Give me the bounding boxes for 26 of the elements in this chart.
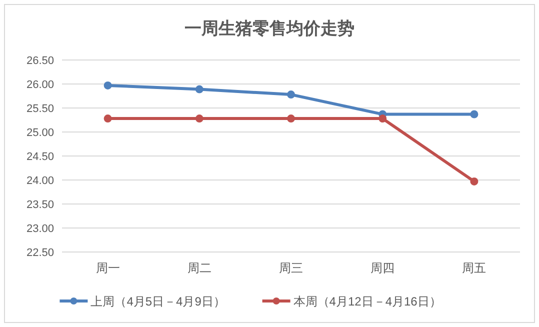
- point: [378, 114, 387, 123]
- legend-label: 上周（4月5日－4月9日）: [90, 294, 226, 308]
- point: [195, 85, 204, 94]
- x-tick-label: 周五: [462, 261, 486, 275]
- legend-label: 本周（4月12日－4月16日）: [293, 294, 442, 308]
- y-tick-label: 26.00: [26, 79, 54, 91]
- x-tick-label: 周二: [187, 261, 212, 275]
- y-tick-label: 23.00: [26, 223, 54, 235]
- x-tick-label: 周三: [279, 261, 303, 275]
- point: [287, 114, 295, 123]
- point: [104, 114, 112, 123]
- point: [287, 90, 295, 99]
- y-tick-label: 26.50: [26, 55, 54, 67]
- point: [195, 114, 204, 123]
- x-tick-label: 周四: [370, 261, 395, 275]
- point: [470, 177, 478, 186]
- x-tick-label: 周一: [96, 261, 120, 275]
- y-tick-label: 25.50: [26, 103, 54, 115]
- y-tick-label: 23.50: [26, 199, 54, 211]
- point: [104, 81, 112, 90]
- chart-title: 一周生猪零售均价走势: [184, 19, 354, 38]
- y-tick-label: 24.50: [26, 151, 54, 163]
- y-tick-label: 22.50: [26, 247, 54, 259]
- point: [470, 110, 478, 118]
- y-tick-label: 25.00: [26, 127, 54, 139]
- y-tick-label: 24.00: [26, 175, 54, 187]
